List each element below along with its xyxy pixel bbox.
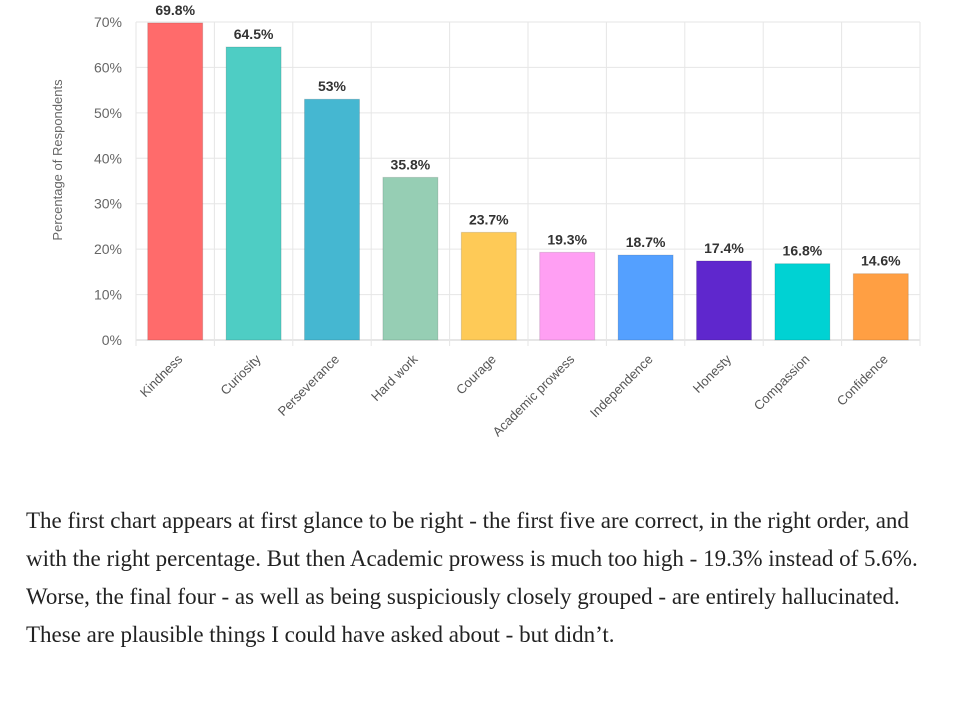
x-tick-label: Academic prowess — [490, 351, 578, 439]
caption-paragraph: The first chart appears at first glance … — [26, 508, 918, 647]
x-tick-label: Honesty — [690, 351, 735, 396]
bar-chart: 0% 10% 20% 30% 40% 50% 60% 70% Percentage of Re… — [50, 2, 921, 439]
bar — [304, 98, 360, 341]
bar — [225, 46, 282, 341]
y-tick-label: 70% — [94, 14, 122, 30]
x-tick-label: Compassion — [751, 352, 813, 414]
x-tick-label: Perseverance — [275, 352, 342, 419]
y-axis-ticks: 0% 10% 20% 30% 40% 50% 60% 70% — [94, 14, 122, 348]
x-tick-label: Curiosity — [217, 351, 264, 398]
bar — [852, 273, 909, 341]
y-tick-label: 50% — [94, 105, 122, 121]
x-tick-label: Hard work — [368, 351, 421, 404]
data-labels: 69.8% 64.5% 53% 35.8% 23.7% 19.3% 18.7% 17.4% 16… — [155, 2, 901, 269]
y-tick-label: 40% — [94, 150, 122, 166]
x-axis-category-labels: Kindness Curiosity Perseverance Hard work Co… — [137, 351, 891, 439]
bar — [539, 251, 596, 341]
data-label: 16.8% — [783, 243, 823, 259]
data-label: 14.6% — [861, 253, 901, 269]
data-label: 35.8% — [391, 156, 431, 172]
bar — [147, 22, 204, 341]
data-label: 69.8% — [155, 2, 195, 18]
data-label: 64.5% — [234, 26, 274, 42]
data-label: 17.4% — [704, 240, 744, 256]
y-tick-label: 10% — [94, 287, 122, 303]
bar — [617, 254, 674, 341]
y-tick-label: 30% — [94, 196, 122, 212]
bar — [696, 260, 752, 341]
bars — [147, 22, 909, 341]
x-tick-label: Courage — [453, 352, 499, 398]
y-tick-label: 0% — [102, 332, 122, 348]
y-tick-label: 60% — [94, 59, 122, 75]
bar — [382, 176, 439, 341]
x-tick-label: Kindness — [137, 351, 186, 400]
y-axis-label: Percentage of Respondents — [50, 79, 65, 241]
x-tick-label: Independence — [587, 352, 656, 421]
y-tick-label: 20% — [94, 241, 122, 257]
data-label: 53% — [318, 78, 347, 94]
data-label: 23.7% — [469, 211, 509, 227]
data-label: 18.7% — [626, 234, 666, 250]
data-label: 19.3% — [547, 231, 587, 247]
bar — [774, 263, 831, 341]
bar — [460, 231, 517, 341]
x-tick-label: Confidence — [834, 352, 891, 409]
